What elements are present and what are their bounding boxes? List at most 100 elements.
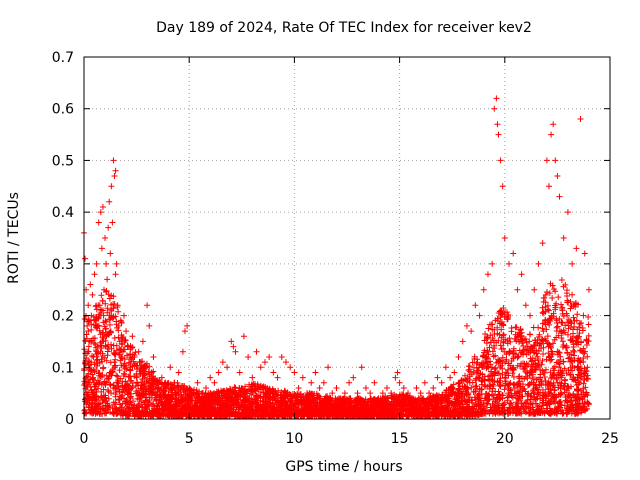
band-point xyxy=(276,399,283,406)
band-point xyxy=(575,355,582,362)
band-point xyxy=(499,354,506,361)
band-point xyxy=(241,394,248,401)
band-point xyxy=(229,408,236,415)
band-point xyxy=(262,390,269,397)
band-point xyxy=(214,411,221,418)
band-point xyxy=(507,362,514,369)
band-point xyxy=(95,380,102,387)
band-point xyxy=(562,281,569,288)
band-point xyxy=(584,375,591,382)
band-point xyxy=(564,331,571,338)
band-point xyxy=(261,406,268,413)
band-point xyxy=(93,306,100,313)
band-point xyxy=(550,286,557,293)
band-point xyxy=(118,319,125,326)
band-point xyxy=(89,353,96,360)
band-point xyxy=(104,331,111,338)
band-point xyxy=(563,370,570,377)
band-point xyxy=(441,402,448,409)
band-point xyxy=(81,315,88,322)
band-point xyxy=(490,337,497,344)
band-point xyxy=(382,393,389,400)
band-point xyxy=(104,352,111,359)
band-point xyxy=(508,324,515,331)
band-point xyxy=(539,320,546,327)
band-point xyxy=(574,326,581,333)
band-point xyxy=(93,351,100,358)
band-point xyxy=(550,310,557,317)
band-point xyxy=(457,412,464,419)
band-point xyxy=(106,295,113,302)
band-point xyxy=(384,394,391,401)
band-point xyxy=(568,383,574,390)
band-point xyxy=(101,354,108,361)
data-points xyxy=(81,95,592,420)
band-point xyxy=(496,391,503,398)
band-point xyxy=(102,300,109,307)
band-point xyxy=(585,313,592,320)
band-point xyxy=(470,364,477,371)
band-point xyxy=(435,399,442,406)
band-point xyxy=(95,385,102,392)
band-point xyxy=(88,321,95,328)
band-point xyxy=(466,363,473,370)
band-point xyxy=(107,328,114,335)
band-point xyxy=(545,319,552,326)
band-point xyxy=(490,382,497,389)
band-point xyxy=(320,406,327,413)
band-point xyxy=(489,348,496,355)
band-point xyxy=(163,411,170,418)
band-point xyxy=(492,399,499,406)
band-point xyxy=(547,357,554,364)
band-point xyxy=(156,397,163,404)
band-point xyxy=(93,324,100,331)
band-point xyxy=(509,370,516,377)
band-point xyxy=(134,379,141,386)
band-point xyxy=(463,406,470,413)
band-point xyxy=(295,404,302,411)
band-point xyxy=(539,386,546,393)
band-point xyxy=(515,353,522,360)
band-point xyxy=(305,412,312,419)
band-point xyxy=(481,376,488,383)
band-point xyxy=(530,361,537,368)
band-point xyxy=(117,347,124,354)
band-point xyxy=(585,321,592,328)
band-point xyxy=(481,337,488,344)
band-point xyxy=(410,413,417,420)
band-point xyxy=(560,341,567,348)
band-point xyxy=(297,390,304,397)
band-point xyxy=(493,359,500,366)
band-point xyxy=(106,381,113,388)
band-point xyxy=(485,373,492,380)
band-point xyxy=(93,396,100,403)
band-point xyxy=(142,388,149,395)
band-point xyxy=(564,398,571,405)
band-point xyxy=(570,314,577,321)
band-point xyxy=(503,356,510,363)
band-point xyxy=(400,412,407,419)
band-point xyxy=(192,395,199,402)
band-point xyxy=(544,382,551,389)
band-point xyxy=(108,313,115,320)
band-point xyxy=(492,352,499,359)
band-point xyxy=(81,410,88,417)
band-point xyxy=(284,393,291,400)
band-point xyxy=(499,360,506,367)
band-point xyxy=(159,391,166,398)
band-point xyxy=(530,396,537,403)
band-point xyxy=(248,400,255,407)
band-point xyxy=(583,375,590,382)
band-point xyxy=(129,383,136,390)
band-point xyxy=(554,379,561,386)
band-point xyxy=(426,412,433,419)
band-point xyxy=(96,400,103,407)
band-point xyxy=(148,386,155,393)
band-point xyxy=(348,406,355,413)
band-point xyxy=(536,331,543,338)
band-point xyxy=(521,364,528,371)
band-point xyxy=(405,412,412,419)
band-point xyxy=(285,410,292,417)
band-point xyxy=(552,306,559,313)
band-point xyxy=(545,392,552,399)
